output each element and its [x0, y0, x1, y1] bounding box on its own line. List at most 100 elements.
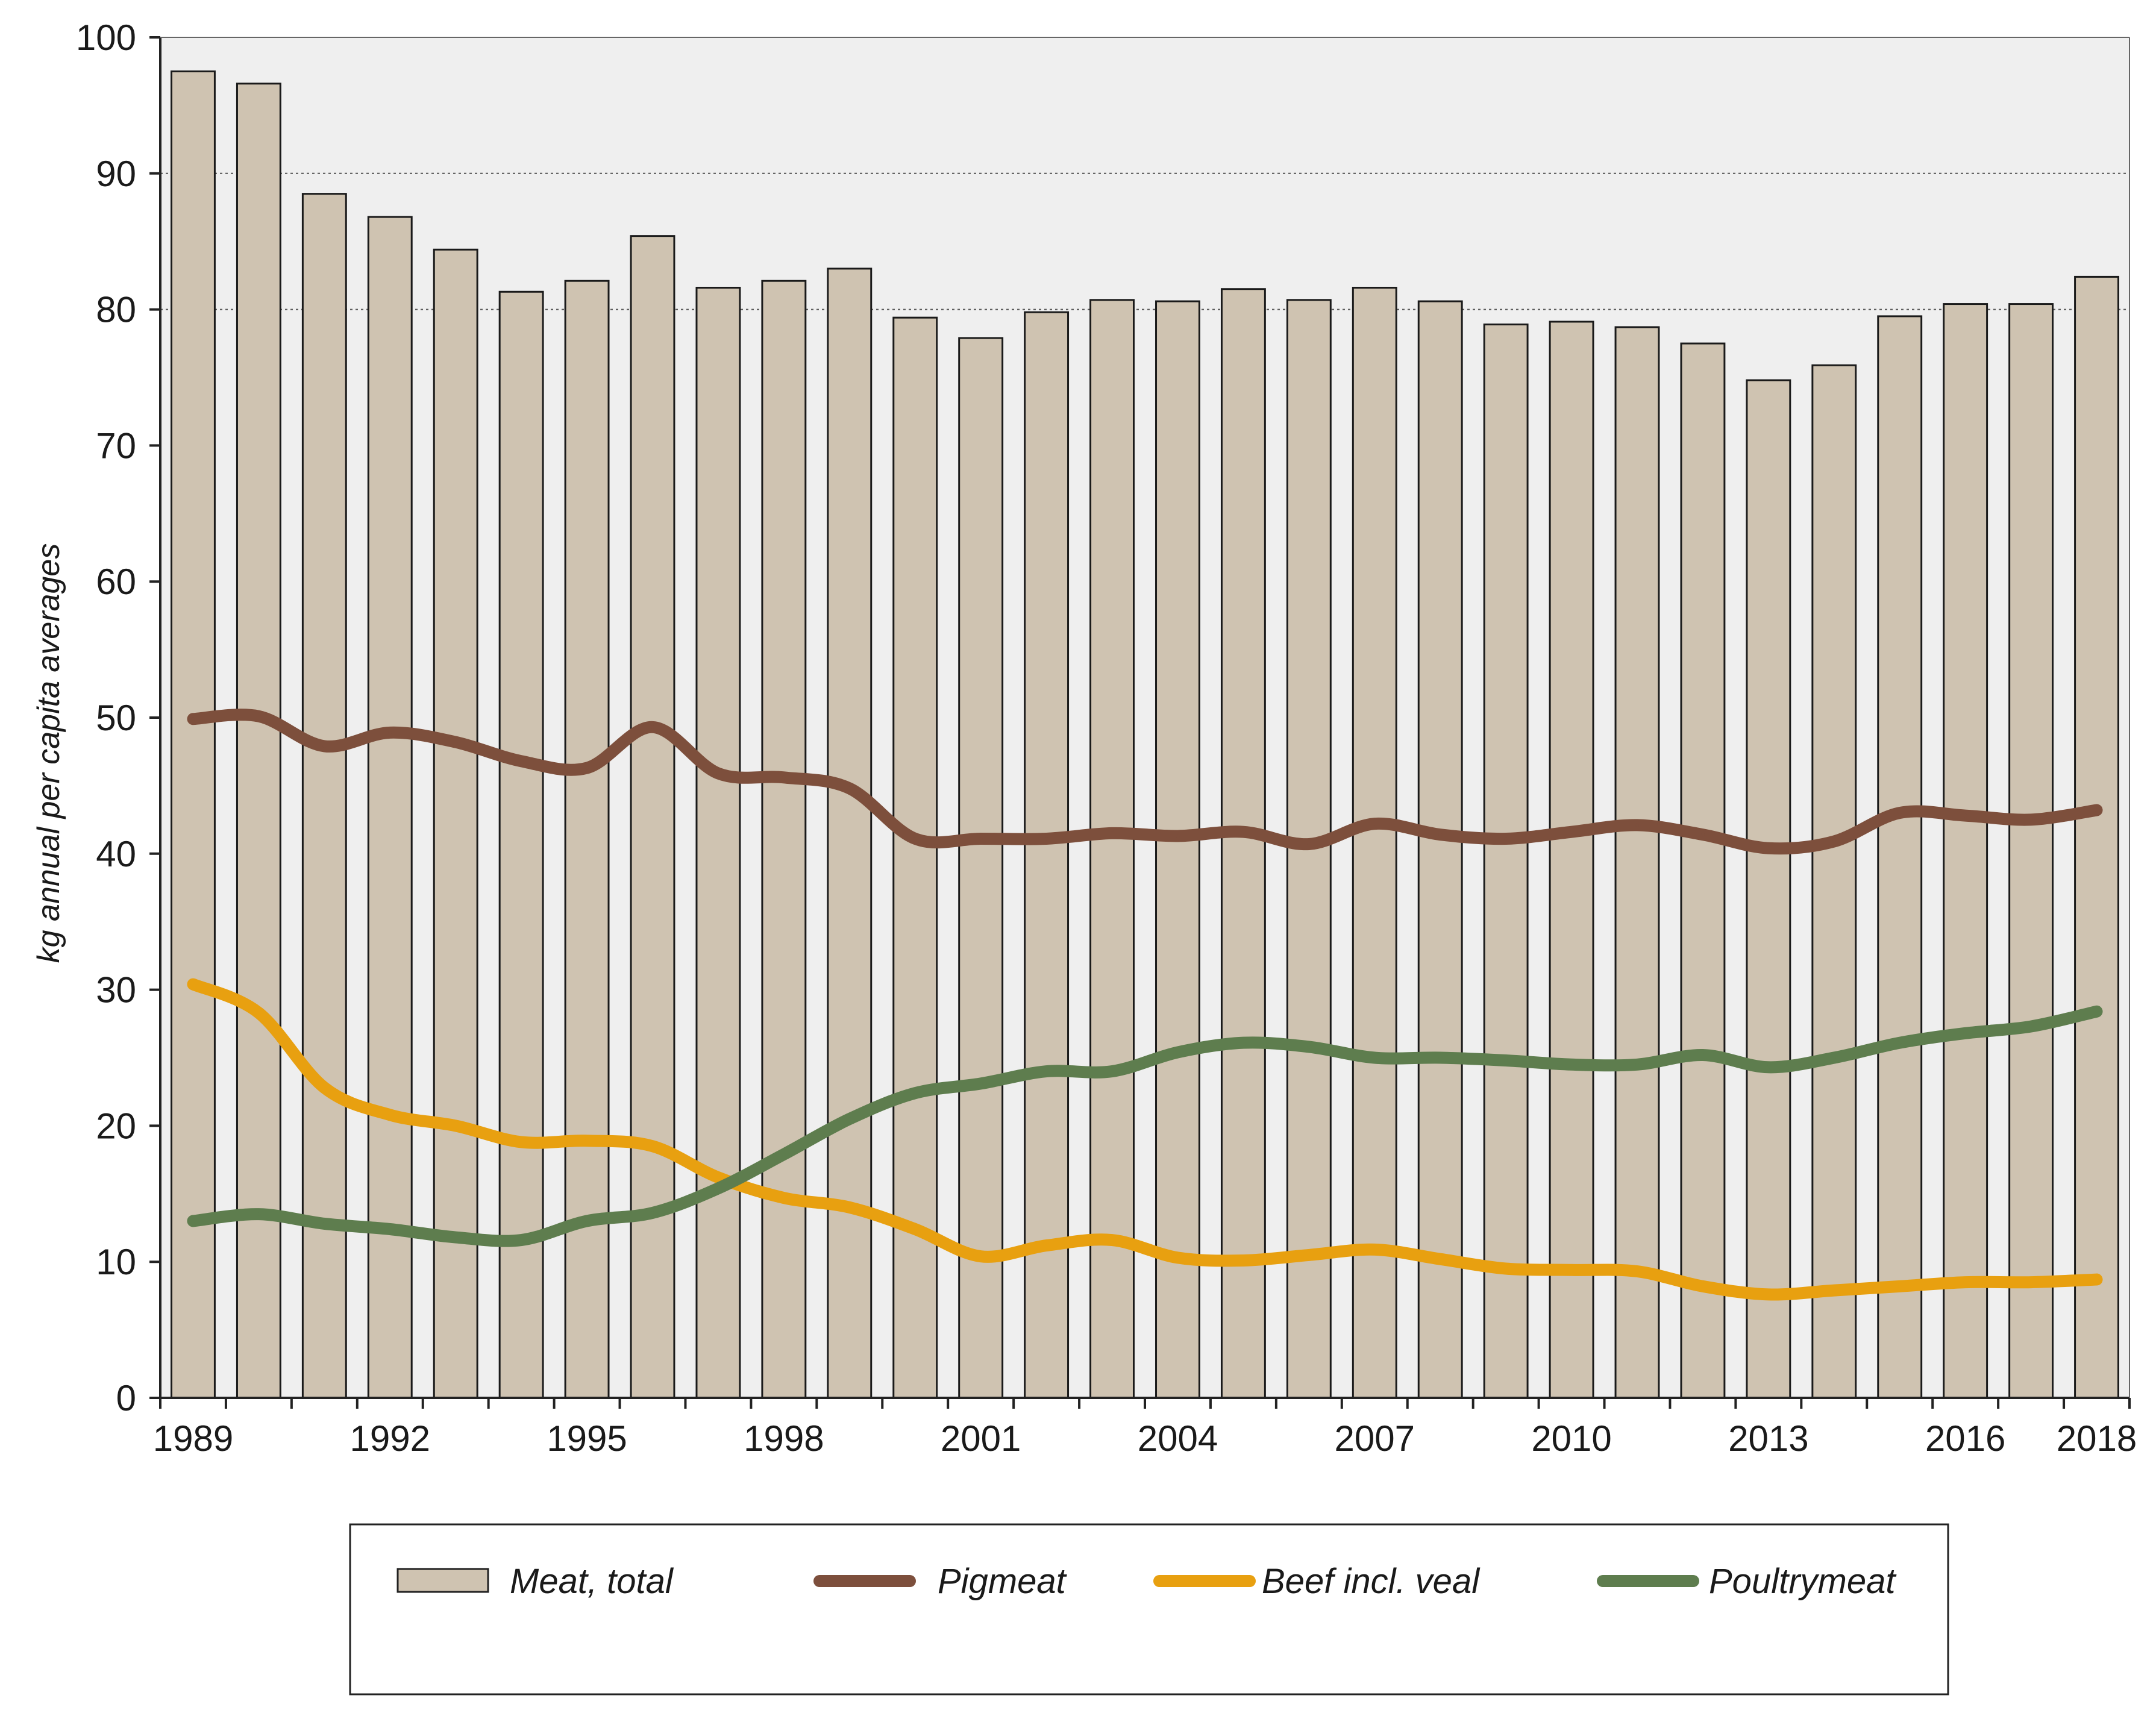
point-poultrymeat-2001: [979, 1082, 983, 1086]
point-beef-incl-veal-2017: [2029, 1280, 2033, 1285]
bar-meat-total-2011: [1614, 326, 1660, 1399]
point-pigmeat-1999: [847, 786, 851, 791]
bar-meat-total-2009: [1483, 323, 1529, 1399]
x-tick-label-2013: 2013: [1728, 1418, 1808, 1459]
legend: Meat, total Pigmeat Beef incl. veal Poul…: [349, 1523, 1949, 1696]
point-poultrymeat-1991: [322, 1221, 327, 1226]
point-pigmeat-2011: [1635, 823, 1639, 827]
point-beef-incl-veal-2004: [1176, 1256, 1180, 1260]
x-tick-label-1992: 1992: [350, 1418, 430, 1459]
point-beef-incl-veal-1994: [519, 1140, 524, 1144]
legend-item-pigmeat: Pigmeat: [813, 1562, 1068, 1601]
bar-meat-total-2004: [1155, 300, 1200, 1399]
point-poultrymeat-1995: [585, 1219, 589, 1223]
point-beef-incl-veal-2005: [1241, 1258, 1246, 1262]
point-poultrymeat-1997: [716, 1186, 720, 1191]
point-beef-incl-veal-1992: [388, 1113, 392, 1117]
legend-label-pigmeat: Pigmeat: [938, 1562, 1068, 1601]
point-pigmeat-2002: [1044, 836, 1048, 841]
point-beef-incl-veal-2000: [913, 1227, 917, 1232]
bar-meat-total-2016: [1943, 303, 1988, 1399]
point-pigmeat-1998: [782, 775, 786, 780]
bar-meat-total-1996: [630, 235, 675, 1399]
bar-meat-total-2012: [1680, 342, 1726, 1399]
point-pigmeat-1994: [519, 759, 524, 763]
point-beef-incl-veal-1990: [257, 1010, 261, 1015]
point-poultrymeat-2002: [1044, 1069, 1048, 1074]
point-poultrymeat-1999: [847, 1117, 851, 1121]
point-poultrymeat-2004: [1176, 1050, 1180, 1054]
x-tick-label-2001: 2001: [941, 1418, 1021, 1459]
point-pigmeat-2005: [1241, 830, 1246, 834]
point-pigmeat-2008: [1438, 833, 1443, 837]
point-poultrymeat-1998: [782, 1152, 786, 1156]
y-axis-title: kg annual per capita averages: [31, 543, 66, 963]
point-pigmeat-1989: [191, 717, 195, 721]
bar-meat-total-2010: [1549, 321, 1594, 1399]
point-poultrymeat-2000: [913, 1091, 917, 1095]
bar-meat-total-1999: [827, 268, 873, 1399]
y-tick-label-90: 90: [96, 154, 136, 194]
point-poultrymeat-1996: [651, 1210, 654, 1215]
point-beef-incl-veal-2015: [1897, 1284, 1902, 1288]
point-beef-incl-veal-2011: [1635, 1270, 1639, 1274]
bar-meat-total-2013: [1746, 379, 1791, 1399]
point-pigmeat-2014: [1832, 839, 1836, 844]
point-poultrymeat-2014: [1832, 1056, 1836, 1060]
point-poultrymeat-2011: [1635, 1062, 1639, 1066]
bar-meat-total-1995: [564, 280, 610, 1399]
y-tick-label-20: 20: [96, 1106, 136, 1146]
bar-meat-total-1991: [301, 193, 347, 1399]
point-poultrymeat-2012: [1700, 1053, 1705, 1057]
point-poultrymeat-1993: [454, 1235, 458, 1239]
point-pigmeat-2004: [1176, 834, 1180, 838]
point-beef-incl-veal-1996: [651, 1144, 654, 1148]
point-pigmeat-2012: [1700, 833, 1705, 837]
y-tick-label-40: 40: [96, 834, 136, 874]
y-tick-label-100: 100: [76, 17, 136, 58]
y-tick-label-10: 10: [96, 1242, 136, 1282]
point-pigmeat-2017: [2029, 818, 2033, 822]
point-poultrymeat-1990: [257, 1212, 261, 1217]
point-pigmeat-1997: [716, 771, 720, 775]
bar-meat-total-1992: [367, 216, 413, 1399]
point-poultrymeat-2015: [1897, 1041, 1902, 1045]
point-poultrymeat-2018: [2095, 1009, 2099, 1013]
point-pigmeat-2003: [1110, 831, 1114, 835]
point-poultrymeat-1994: [519, 1238, 524, 1242]
bar-meat-total-2003: [1089, 299, 1135, 1399]
point-poultrymeat-2017: [2029, 1024, 2033, 1029]
point-poultrymeat-2010: [1570, 1062, 1574, 1066]
point-beef-incl-veal-2001: [979, 1254, 983, 1259]
y-tick-label-70: 70: [96, 425, 136, 466]
point-pigmeat-2018: [2095, 808, 2099, 812]
point-pigmeat-2010: [1570, 830, 1574, 834]
x-tick-label-2004: 2004: [1138, 1418, 1218, 1459]
point-beef-incl-veal-2002: [1044, 1244, 1048, 1248]
bar-meat-total-2002: [1024, 311, 1070, 1399]
bar-meat-total-1993: [433, 248, 478, 1399]
legend-item-poultrymeat: Poultrymeat: [1597, 1562, 1897, 1601]
point-poultrymeat-2013: [1766, 1065, 1770, 1069]
point-pigmeat-2015: [1897, 811, 1902, 815]
point-beef-incl-veal-1995: [585, 1139, 589, 1143]
point-pigmeat-1993: [454, 740, 458, 744]
point-beef-incl-veal-2016: [1963, 1280, 1967, 1285]
bar-meat-total-1997: [695, 286, 741, 1399]
y-tick-label-30: 30: [96, 970, 136, 1010]
line-beef-incl-veal: [187, 978, 2103, 1301]
y-tick-label-0: 0: [116, 1378, 136, 1418]
point-poultrymeat-2003: [1110, 1069, 1114, 1074]
bar-meat-total-2005: [1220, 288, 1266, 1399]
legend-item-beef: Beef incl. veal: [1153, 1562, 1481, 1601]
point-beef-incl-veal-2014: [1832, 1288, 1836, 1292]
point-beef-incl-veal-2007: [1373, 1247, 1377, 1251]
bar-meat-total-2018: [2074, 275, 2119, 1399]
legend-label-beef: Beef incl. veal: [1262, 1562, 1481, 1601]
x-tick-label-2007: 2007: [1335, 1418, 1415, 1459]
legend-box: [349, 1523, 1949, 1696]
point-beef-incl-veal-2012: [1700, 1284, 1705, 1288]
line-pigmeat: [187, 709, 2103, 855]
legend-swatch-meat-total: [396, 1568, 489, 1593]
